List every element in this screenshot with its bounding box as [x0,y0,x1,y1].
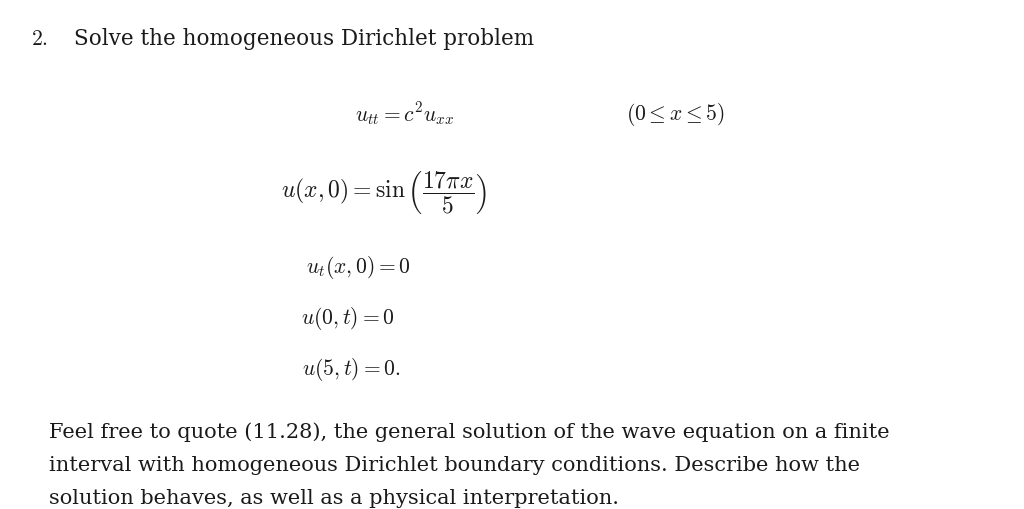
Text: $u_{tt} = c^2u_{xx}$: $u_{tt} = c^2u_{xx}$ [354,101,455,128]
Text: interval with homogeneous Dirichlet boundary conditions. Describe how the: interval with homogeneous Dirichlet boun… [49,456,860,474]
Text: $u_t(x,0) = 0$: $u_t(x,0) = 0$ [306,253,411,281]
Text: $u(5,t) = 0.$: $u(5,t) = 0.$ [302,355,400,383]
Text: Feel free to quote (11.28), the general solution of the wave equation on a finit: Feel free to quote (11.28), the general … [49,422,890,442]
Text: solution behaves, as well as a physical interpretation.: solution behaves, as well as a physical … [49,489,620,507]
Text: $u(x,0) = \sin\left(\dfrac{17\pi x}{5}\right)$: $u(x,0) = \sin\left(\dfrac{17\pi x}{5}\r… [281,169,487,217]
Text: $(0 \leq x \leq 5)$: $(0 \leq x \leq 5)$ [627,101,725,128]
Text: $\mathbf{2.}$: $\mathbf{2.}$ [31,28,47,50]
Text: Solve the homogeneous Dirichlet problem: Solve the homogeneous Dirichlet problem [74,28,534,50]
Text: $u(0,t) = 0$: $u(0,t) = 0$ [301,304,395,332]
